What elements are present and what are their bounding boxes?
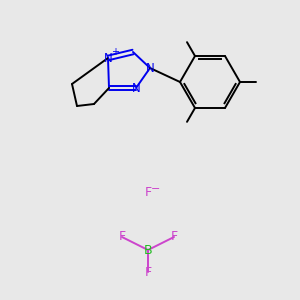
Text: F: F (144, 185, 152, 199)
Text: F: F (144, 266, 152, 278)
Text: F: F (118, 230, 126, 244)
Text: +: + (111, 47, 119, 57)
Text: N: N (132, 82, 140, 94)
Text: N: N (103, 52, 112, 64)
Text: F: F (170, 230, 178, 244)
Text: −: − (151, 184, 161, 194)
Text: N: N (146, 61, 154, 74)
Text: B: B (144, 244, 152, 256)
